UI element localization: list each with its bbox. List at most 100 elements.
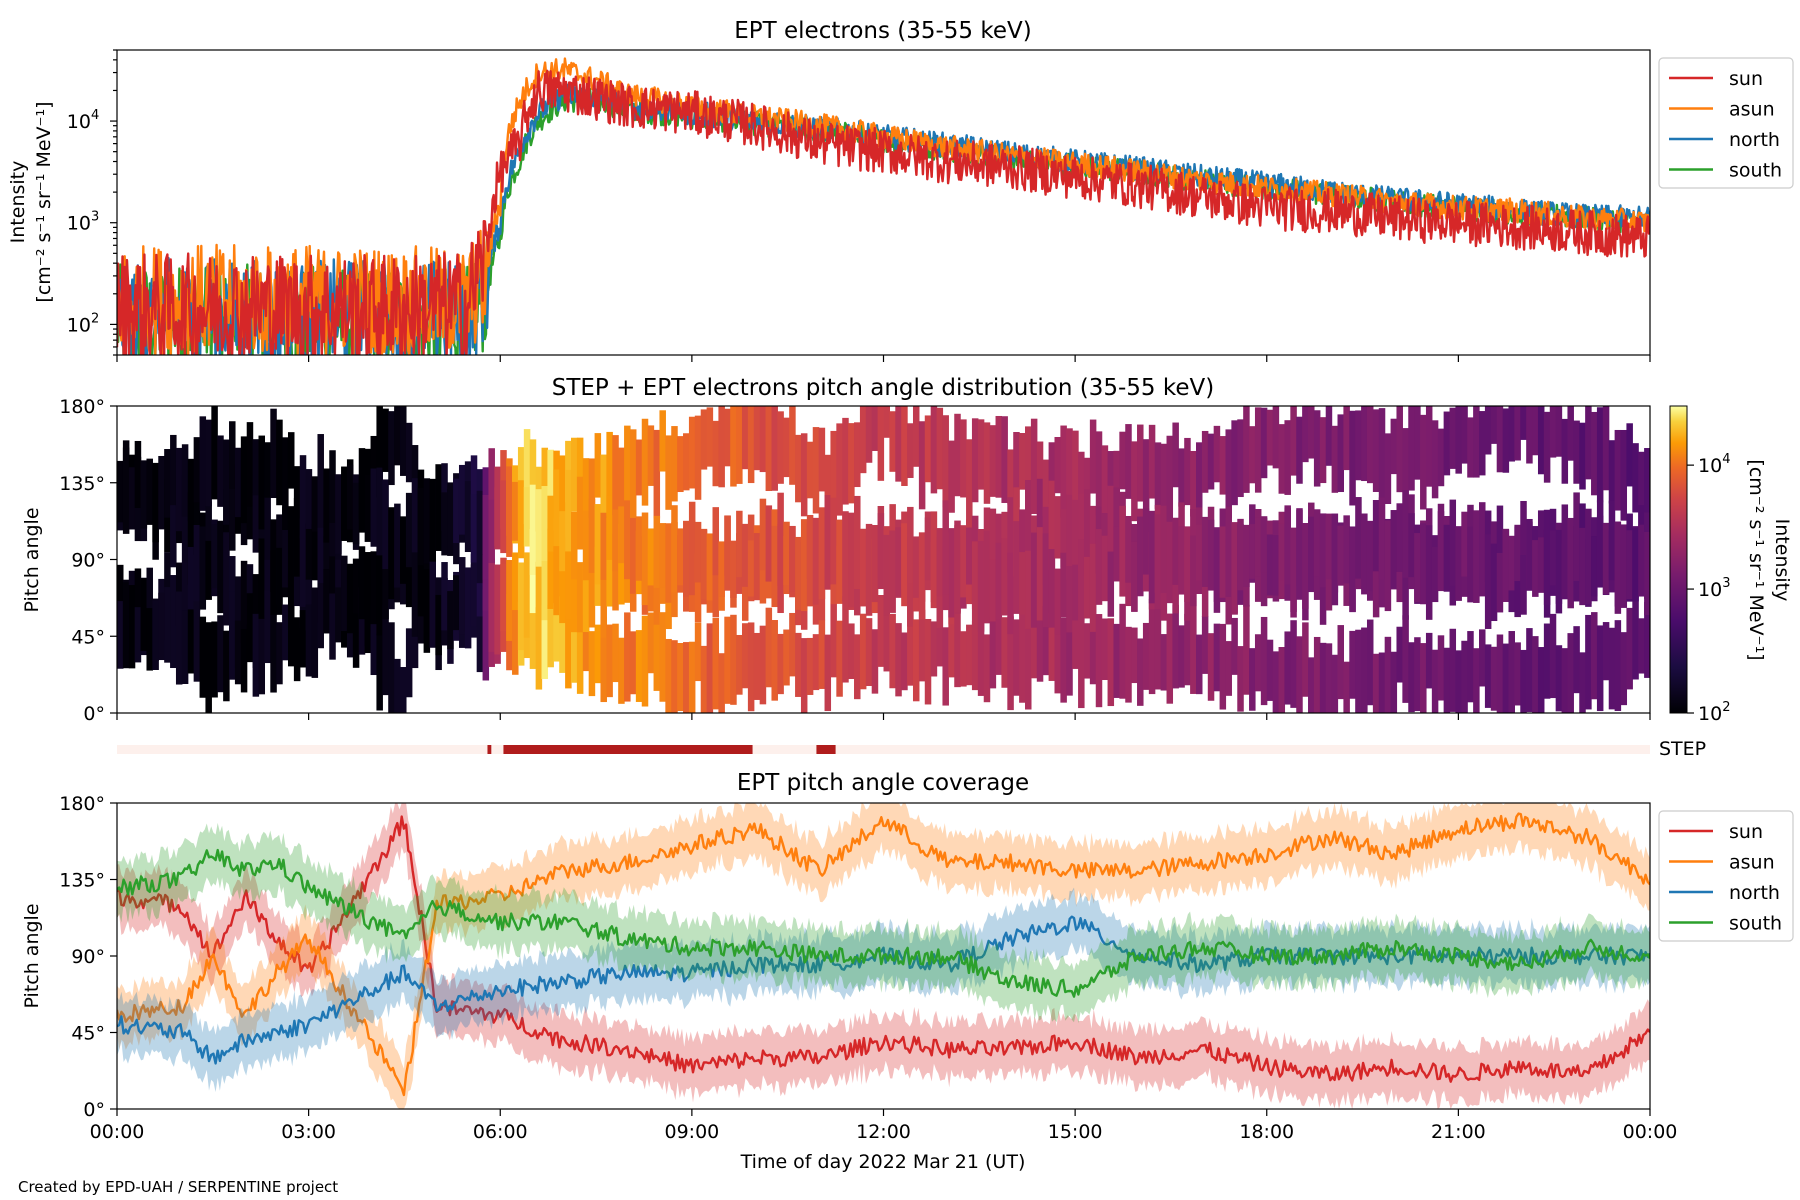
- pad-cell: [1520, 555, 1527, 615]
- pad-cell: [276, 547, 283, 615]
- pad-cell: [1384, 520, 1392, 612]
- pad-cell: [1608, 500, 1616, 581]
- x-tick-label: 18:00: [1239, 1121, 1294, 1143]
- pad-cell: [1349, 630, 1356, 699]
- pad-cell: [1508, 631, 1515, 713]
- pad-cell: [394, 503, 401, 588]
- pad-cell: [1019, 509, 1026, 567]
- pad-cell: [1001, 538, 1008, 616]
- pad-cell: [971, 418, 979, 503]
- pad-cell: [624, 612, 631, 702]
- pad-cell: [152, 600, 159, 670]
- pad-cell: [883, 406, 890, 438]
- pad-cell: [836, 519, 843, 604]
- pad-cell: [1290, 406, 1297, 476]
- pad-cell: [1095, 431, 1103, 516]
- pad-cell: [134, 440, 142, 508]
- pad-cell: [1296, 416, 1303, 484]
- pad-cell: [1449, 407, 1457, 469]
- pad-cell: [358, 546, 366, 620]
- pad-cell: [1154, 442, 1162, 509]
- pad-cell: [1113, 623, 1120, 698]
- pad-cell: [1390, 510, 1398, 589]
- pad-cell: [512, 481, 519, 541]
- pad-cell: [1237, 518, 1244, 591]
- pad-cell: [1284, 505, 1291, 585]
- pad-cell: [1343, 406, 1350, 471]
- pad-cell: [1502, 408, 1510, 473]
- pad-cell: [1119, 431, 1126, 490]
- pad-cell: [806, 514, 814, 607]
- pad-cell: [983, 530, 991, 624]
- step-coverage-strip: STEP: [117, 738, 1706, 760]
- pad-cell: [547, 528, 554, 609]
- pad-cell: [989, 559, 997, 622]
- pad-cell: [411, 478, 419, 553]
- pad-cell: [1272, 535, 1280, 596]
- pad-cell: [1425, 406, 1433, 487]
- pad-cell: [565, 615, 572, 689]
- pad-cell: [1514, 406, 1521, 461]
- pad-cell: [901, 406, 908, 486]
- pad-cell: [429, 484, 436, 562]
- pad-cell: [429, 554, 436, 648]
- pad-cell: [193, 488, 201, 555]
- pad-cell: [966, 624, 973, 686]
- pad-cell: [1319, 417, 1327, 484]
- pad-cell: [1473, 648, 1480, 713]
- pad-cell: [930, 511, 938, 603]
- pad-cell: [859, 528, 867, 605]
- pad-cell: [759, 625, 767, 705]
- pad-cell: [600, 454, 607, 519]
- pad-cell: [553, 530, 560, 616]
- pad-cell: [576, 437, 584, 493]
- pad-cell: [665, 523, 672, 603]
- pad-cell: [736, 634, 743, 695]
- pad-cell: [954, 413, 961, 497]
- pad-cell: [258, 538, 266, 634]
- x-tick-label: 00:00: [1623, 1121, 1678, 1143]
- pad-cell: [1272, 651, 1280, 713]
- pad-cell: [199, 526, 207, 610]
- pad-cell: [1113, 526, 1120, 582]
- pad-cell: [1414, 637, 1421, 712]
- pad-cell: [170, 575, 177, 669]
- pad-cell: [1072, 499, 1079, 589]
- pad-cell: [1372, 653, 1380, 713]
- pad-cell: [1467, 631, 1474, 703]
- pad-cell: [146, 458, 153, 521]
- pad-cell: [936, 407, 944, 490]
- pad-cell: [1378, 652, 1386, 713]
- pad-cell: [1638, 451, 1645, 527]
- pad-cell: [1089, 419, 1097, 494]
- pad-cell: [270, 550, 277, 616]
- pad-cell: [1490, 406, 1498, 444]
- pad-cell: [588, 498, 596, 573]
- pad-cell: [1561, 418, 1569, 484]
- pad-cell: [1414, 533, 1421, 603]
- pad-cell: [1555, 406, 1563, 457]
- pad-cell: [812, 427, 820, 514]
- pad-cell: [1384, 636, 1392, 713]
- pad-cell: [1083, 457, 1091, 521]
- pad-cell: [1573, 626, 1580, 694]
- pad-cell: [989, 425, 997, 497]
- pad-cell: [694, 415, 702, 500]
- pad-cell: [1543, 623, 1551, 699]
- intensity-x-ticks: [116, 355, 1651, 362]
- pad-cell: [341, 555, 348, 632]
- pad-cell: [1549, 406, 1557, 458]
- svg-text:90°: 90°: [71, 550, 105, 572]
- pad-cell: [211, 621, 218, 698]
- pad-cell: [818, 427, 826, 492]
- pad-cell: [1107, 618, 1115, 707]
- pad-cell: [400, 406, 407, 476]
- pad-cell: [1479, 502, 1486, 597]
- pad-cell: [394, 406, 401, 466]
- coverage-y-ticks: 0° 45° 90° 135° 180°: [59, 793, 117, 1121]
- pad-cell: [1484, 644, 1492, 708]
- pad-cell: [441, 562, 448, 631]
- pad-cell: [1602, 406, 1610, 491]
- pad-cell: [252, 439, 260, 496]
- pad-cell: [1172, 517, 1179, 585]
